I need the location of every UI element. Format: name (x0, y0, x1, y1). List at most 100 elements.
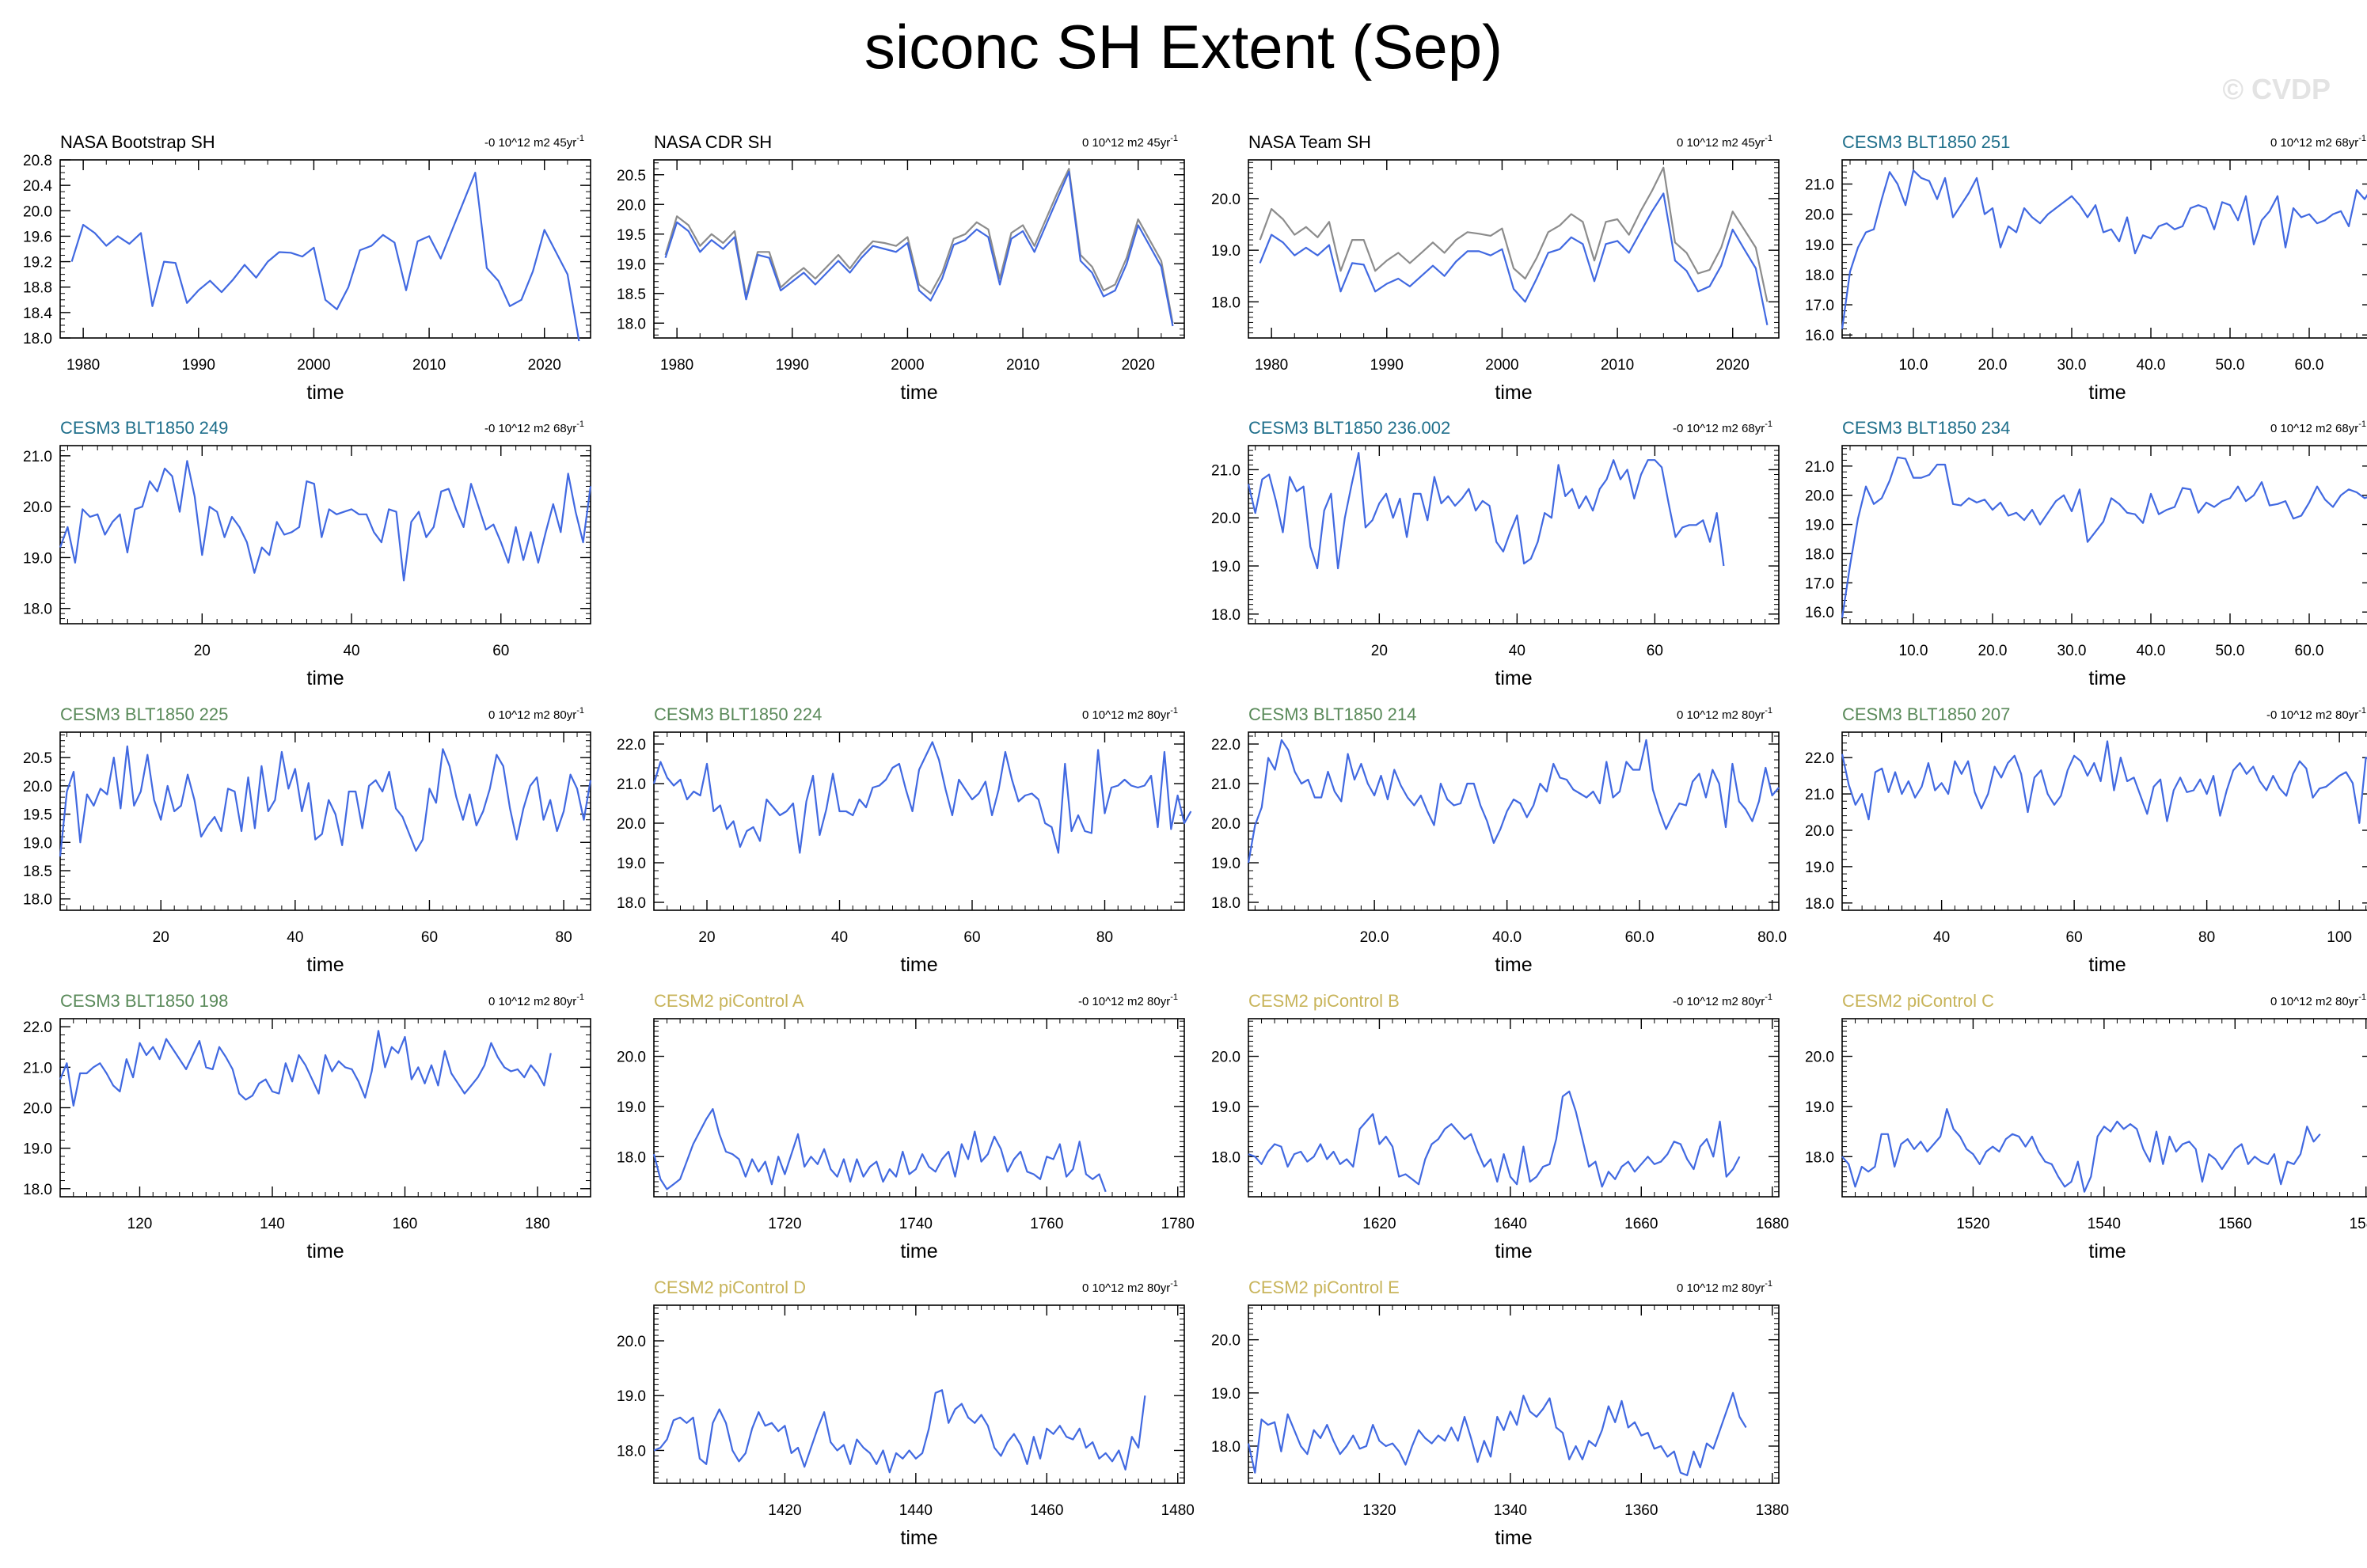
trend-label: 0 10^12 m2 45yr-1 (1677, 134, 1772, 150)
y-tick-label: 18.5 (23, 864, 52, 880)
series-line (1248, 1090, 1741, 1188)
x-tick-label: 60.0 (1625, 929, 1655, 946)
x-axis-label: time (1495, 1240, 1532, 1262)
trend-label: 0 10^12 m2 80yr-1 (488, 993, 584, 1008)
plot-frame (59, 159, 591, 339)
x-axis-label: time (306, 667, 344, 689)
x-tick-label: 20 (153, 929, 169, 946)
x-axis-label: time (2088, 667, 2126, 689)
panel-title: CESM3 BLT1850 251 (1842, 132, 2010, 152)
y-tick-label: 19.0 (617, 1388, 646, 1405)
x-tick-label: 2020 (1122, 357, 1155, 374)
panel-p7: 10.0 20.0 30.0 40.0 50.0 60.0 16.0 17.0 18.0 19.0… (1805, 418, 2367, 689)
trend-label: 0 10^12 m2 68yr-1 (2270, 420, 2366, 435)
x-tick-label: 1540 (2088, 1216, 2121, 1232)
y-tick-label: 16.0 (1805, 328, 1834, 344)
y-tick-label: 19.0 (617, 856, 646, 872)
panel-title: CESM2 piControl A (654, 991, 804, 1011)
y-tick-label: 21.0 (23, 1060, 52, 1076)
panel-p13: 1720 1740 1760 1780 18.0 19.0 20.0 CESM2 piCont… (617, 991, 1195, 1262)
trend-label: 0 10^12 m2 80yr-1 (1677, 706, 1772, 722)
x-tick-label: 20 (194, 643, 211, 659)
series-line (1841, 169, 2367, 329)
y-tick-label: 17.0 (1805, 575, 1834, 592)
y-tick-label: 21.0 (23, 449, 52, 465)
panel-p17: 1320 1340 1360 1380 18.0 19.0 20.0 CESM2 piCont… (1211, 1278, 1789, 1549)
y-tick-label: 21.0 (1805, 459, 1834, 476)
panel-p15: 1520 1540 1560 1580 18.0 19.0 20.0 CESM2 piCont… (1805, 991, 2367, 1262)
series-line (1247, 1391, 1747, 1477)
x-axis-label: time (1495, 667, 1532, 689)
y-tick-label: 20.0 (1211, 1050, 1240, 1066)
y-tick-label: 20.0 (1805, 488, 1834, 505)
x-tick-label: 60 (2066, 929, 2083, 946)
y-tick-label: 19.0 (1805, 237, 1834, 254)
x-tick-label: 1760 (1030, 1216, 1063, 1232)
x-axis-label: time (900, 1240, 937, 1262)
x-tick-label: 1440 (899, 1502, 933, 1519)
x-tick-label: 1990 (182, 357, 215, 374)
x-tick-label: 10.0 (1899, 643, 1928, 659)
y-tick-label: 20.0 (1211, 192, 1240, 208)
y-tick-label: 19.0 (1211, 559, 1240, 575)
x-tick-label: 1680 (1756, 1216, 1789, 1232)
plot-frame (653, 1304, 1185, 1484)
y-tick-label: 18.0 (23, 602, 52, 618)
panel-p8: 20 40 60 80 18.0 18.5 19.0 19.5 20.0 20.5 CESM3 BL… (23, 704, 592, 976)
x-tick-label: 20.0 (1360, 929, 1389, 946)
y-tick-label: 19.2 (23, 255, 52, 271)
x-tick-label: 1980 (66, 357, 100, 374)
y-tick-label: 18.0 (1805, 896, 1834, 913)
x-tick-label: 40 (1933, 929, 1950, 946)
y-tick-label: 21.0 (1211, 776, 1240, 793)
x-tick-label: 2010 (412, 357, 446, 374)
plot-frame (1248, 159, 1780, 339)
panel-title: CESM2 piControl C (1842, 991, 1994, 1011)
x-tick-label: 40.0 (2137, 643, 2166, 659)
panel-title: CESM2 piControl D (654, 1278, 806, 1297)
x-tick-label: 1980 (660, 357, 693, 374)
x-tick-label: 1620 (1362, 1216, 1396, 1232)
plot-frame (1248, 731, 1780, 911)
x-axis-label: time (1495, 1527, 1532, 1549)
y-tick-label: 18.0 (1211, 294, 1240, 311)
trend-label: 0 10^12 m2 80yr-1 (2270, 993, 2366, 1008)
x-tick-label: 1460 (1030, 1502, 1063, 1519)
x-tick-label: 1990 (1370, 357, 1404, 374)
y-tick-label: 21.0 (1805, 787, 1834, 803)
x-tick-label: 100 (2327, 929, 2352, 946)
x-tick-label: 1480 (1161, 1502, 1195, 1519)
x-tick-label: 40 (287, 929, 303, 946)
x-tick-label: 60 (1647, 643, 1663, 659)
x-tick-label: 1360 (1624, 1502, 1658, 1519)
panel-title: CESM3 BLT1850 225 (60, 704, 228, 724)
y-tick-label: 20.0 (1805, 207, 1834, 224)
panel-p9: 20 40 60 80 18.0 19.0 20.0 21.0 22.0 CESM3 BLT185… (617, 704, 1192, 976)
x-tick-label: 60 (492, 643, 509, 659)
y-tick-label: 20.0 (1805, 823, 1834, 840)
trend-label: 0 10^12 m2 68yr-1 (2270, 134, 2366, 150)
x-tick-label: 50.0 (2216, 643, 2245, 659)
y-tick-label: 22.0 (1805, 750, 1834, 767)
x-tick-label: 1640 (1494, 1216, 1527, 1232)
x-tick-label: 1320 (1362, 1502, 1396, 1519)
panel-title: CESM2 piControl E (1248, 1278, 1400, 1297)
trend-label: -0 10^12 m2 80yr-1 (1673, 993, 1772, 1008)
series-line (1841, 740, 2367, 824)
panel-title: NASA CDR SH (654, 132, 772, 152)
x-tick-label: 1340 (1494, 1502, 1527, 1519)
trend-label: -0 10^12 m2 68yr-1 (1673, 420, 1772, 435)
series-line (1247, 451, 1725, 570)
x-tick-label: 180 (525, 1216, 550, 1232)
series-line (1259, 192, 1769, 325)
panel-p14: 1620 1640 1660 1680 18.0 19.0 20.0 CESM2 piCont… (1211, 991, 1789, 1262)
trend-label: -0 10^12 m2 45yr-1 (484, 134, 584, 150)
y-tick-label: 18.0 (1211, 895, 1240, 912)
panel-title: CESM3 BLT1850 207 (1842, 704, 2010, 724)
x-tick-label: 2020 (1716, 357, 1750, 374)
x-tick-label: 1980 (1255, 357, 1288, 374)
y-tick-label: 21.0 (617, 776, 646, 793)
x-tick-label: 80 (1096, 929, 1113, 946)
x-axis-label: time (900, 1527, 937, 1549)
y-tick-label: 20.0 (23, 779, 52, 795)
